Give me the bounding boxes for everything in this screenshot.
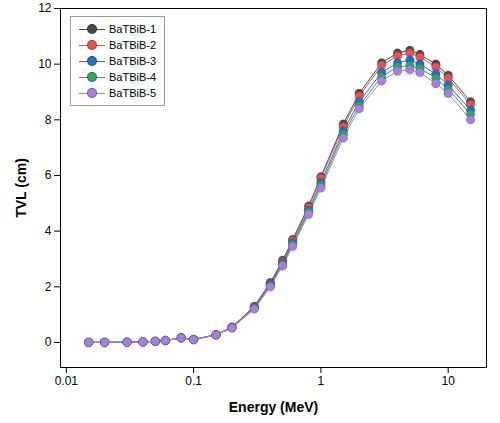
svg-text:TVL (cm): TVL (cm) [13,158,29,218]
svg-text:0.01: 0.01 [55,374,79,388]
svg-text:10: 10 [38,57,52,71]
svg-text:10: 10 [442,374,456,388]
svg-text:4: 4 [45,224,52,238]
svg-text:2: 2 [45,280,52,294]
svg-text:8: 8 [45,113,52,127]
svg-text:1: 1 [318,374,325,388]
html-text:BaTBiB-4: BaTBiB-4 [109,71,157,83]
html-text:BaTBiB-1: BaTBiB-1 [109,23,157,35]
svg-text:0: 0 [45,335,52,349]
svg-text:6: 6 [45,168,52,182]
html-text:BaTBiB-5: BaTBiB-5 [109,87,157,99]
svg-text:0.1: 0.1 [185,374,202,388]
svg-text:Energy (MeV): Energy (MeV) [229,399,318,415]
html-text:BaTBiB-3: BaTBiB-3 [109,55,157,67]
html-text:BaTBiB-2: BaTBiB-2 [109,39,157,51]
svg-text:12: 12 [38,1,52,15]
